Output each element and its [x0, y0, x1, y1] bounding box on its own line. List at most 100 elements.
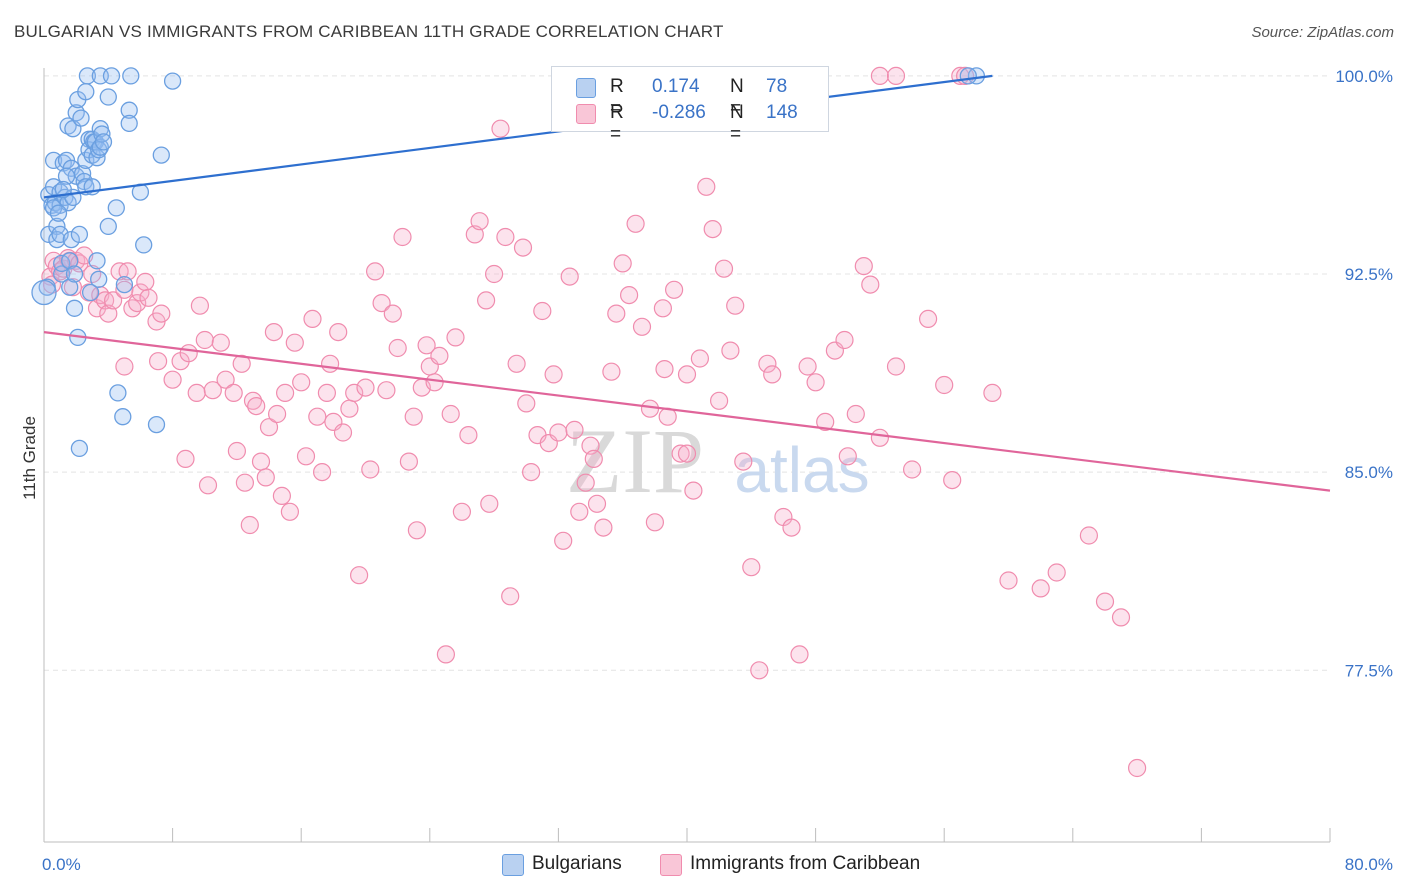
point-caribbean — [459, 426, 478, 445]
point-caribbean — [554, 531, 573, 550]
legend-r-label: R = — [610, 102, 624, 145]
bottom-legend-label: Immigrants from Caribbean — [690, 853, 921, 874]
point-caribbean — [227, 441, 246, 461]
point-caribbean — [677, 365, 697, 384]
point-caribbean — [377, 381, 396, 400]
point-caribbean — [436, 645, 455, 664]
point-caribbean — [653, 299, 673, 318]
point-caribbean — [655, 360, 674, 379]
point-caribbean — [690, 349, 710, 368]
point-caribbean — [1095, 592, 1115, 611]
series-caribbean-points — [41, 66, 1147, 778]
x-tick-label: 80.0% — [1345, 855, 1393, 874]
point-bulgarians — [72, 109, 90, 127]
point-caribbean — [333, 423, 353, 442]
point-caribbean — [1127, 758, 1147, 778]
point-caribbean — [861, 275, 880, 294]
point-caribbean — [935, 375, 954, 395]
legend-r-label: R = — [610, 76, 624, 119]
point-caribbean — [399, 452, 418, 471]
point-caribbean — [372, 294, 391, 313]
point-caribbean — [816, 412, 835, 431]
point-caribbean — [211, 333, 230, 352]
bottom-legend-swatch-pink — [660, 854, 682, 876]
point-caribbean — [886, 66, 906, 86]
point-bulgarians — [152, 146, 170, 164]
point-caribbean — [671, 444, 690, 463]
point-caribbean — [507, 354, 526, 373]
point-bulgarians — [94, 133, 113, 151]
point-bulgarians — [135, 236, 153, 254]
point-caribbean — [999, 571, 1018, 590]
point-bulgarians — [120, 101, 138, 119]
point-caribbean — [470, 212, 489, 231]
point-caribbean — [240, 515, 259, 535]
point-bulgarians — [67, 104, 85, 122]
point-caribbean — [763, 365, 782, 384]
tick-labels: 77.5% 85.0% 92.5% 100.0% 0.0% 80.0% — [42, 67, 1393, 874]
point-caribbean — [441, 404, 460, 424]
point-caribbean — [594, 518, 613, 537]
point-bulgarians — [81, 283, 100, 302]
point-bulgarians — [107, 199, 125, 217]
legend-n-label: N = — [730, 76, 744, 119]
point-caribbean — [285, 333, 304, 352]
point-caribbean — [1047, 563, 1066, 582]
point-caribbean — [886, 357, 906, 376]
point-caribbean — [190, 296, 209, 315]
point-caribbean — [296, 447, 316, 466]
point-caribbean — [292, 373, 311, 392]
watermark-zip: ZIP — [566, 410, 704, 512]
point-caribbean — [203, 381, 222, 400]
point-caribbean — [417, 336, 436, 355]
point-bulgarians — [163, 72, 182, 90]
point-caribbean — [533, 301, 552, 321]
point-caribbean — [854, 257, 873, 276]
point-caribbean — [517, 394, 536, 413]
point-caribbean — [356, 378, 375, 397]
point-bulgarians — [31, 279, 57, 306]
point-caribbean — [870, 66, 890, 86]
point-caribbean — [684, 481, 703, 500]
trend-line-bulgarians — [43, 74, 993, 199]
point-caribbean — [430, 346, 449, 365]
point-caribbean — [176, 449, 195, 468]
point-caribbean — [1111, 608, 1131, 627]
point-caribbean — [350, 566, 369, 585]
point-caribbean — [709, 391, 729, 410]
point-caribbean — [798, 357, 817, 376]
point-bulgarians — [99, 217, 117, 236]
y-tick-label: 100.0% — [1335, 67, 1393, 86]
point-caribbean — [321, 354, 340, 373]
point-caribbean — [247, 397, 266, 416]
point-caribbean — [734, 452, 753, 471]
point-caribbean — [790, 645, 809, 664]
point-caribbean — [565, 420, 584, 439]
point-caribbean — [264, 323, 283, 342]
point-caribbean — [645, 513, 665, 532]
point-bulgarians — [65, 299, 84, 317]
point-caribbean — [697, 177, 716, 196]
point-caribbean — [139, 288, 158, 307]
point-caribbean — [276, 383, 295, 402]
point-caribbean — [259, 418, 279, 437]
point-bulgarians — [65, 265, 84, 283]
point-caribbean — [404, 407, 423, 426]
point-caribbean — [726, 296, 745, 315]
point-caribbean — [452, 502, 471, 521]
point-bulgarians — [70, 439, 89, 458]
point-caribbean — [570, 502, 589, 521]
point-caribbean — [703, 220, 722, 239]
point-bulgarians — [109, 384, 127, 402]
point-caribbean — [544, 365, 563, 384]
point-bulgarians — [115, 275, 134, 294]
point-caribbean — [163, 370, 182, 389]
point-caribbean — [388, 338, 407, 358]
point-bulgarians — [78, 67, 97, 85]
point-caribbean — [243, 391, 263, 410]
point-caribbean — [491, 119, 510, 138]
point-caribbean — [128, 294, 147, 313]
point-caribbean — [846, 404, 865, 424]
point-caribbean — [256, 468, 275, 487]
point-caribbean — [224, 383, 243, 402]
